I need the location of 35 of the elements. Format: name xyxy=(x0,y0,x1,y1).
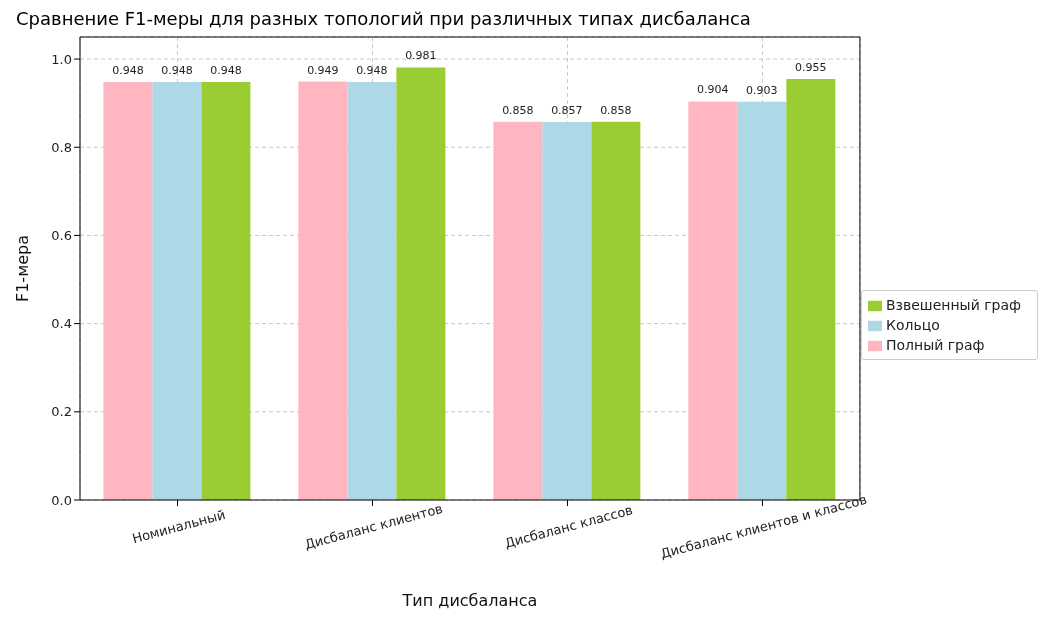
bar xyxy=(542,122,592,500)
bar xyxy=(396,67,446,500)
data-label: 0.981 xyxy=(405,49,437,63)
bar xyxy=(103,81,153,500)
data-label: 0.904 xyxy=(697,83,729,97)
bar xyxy=(688,101,738,500)
bar xyxy=(493,121,543,500)
bar xyxy=(347,81,397,500)
bar xyxy=(298,81,348,500)
bar xyxy=(152,81,202,500)
y-tick-label: 0.0 xyxy=(51,492,72,508)
legend-label: Взвешенный граф xyxy=(885,297,1021,313)
data-label: 0.857 xyxy=(551,104,583,118)
y-tick-label: 0.2 xyxy=(51,404,72,420)
data-label: 0.858 xyxy=(502,103,534,117)
y-axis-title: F1-мера xyxy=(12,234,32,303)
legend-label: Кольцо xyxy=(885,317,940,333)
data-label: 0.948 xyxy=(210,63,242,77)
data-label: 0.948 xyxy=(161,63,193,77)
bar xyxy=(201,81,251,500)
x-axis-title: Тип дисбаланса xyxy=(401,591,538,610)
y-tick-label: 0.4 xyxy=(51,316,72,332)
chart-title: Сравнение F1-меры для разных топологий при различных типах дисбаланса xyxy=(16,8,752,30)
legend-label: Полный граф xyxy=(885,337,985,353)
data-label: 0.948 xyxy=(356,63,388,77)
data-label: 0.903 xyxy=(746,83,778,97)
bar xyxy=(737,101,787,500)
y-tick-label: 0.6 xyxy=(51,228,72,244)
data-label: 0.858 xyxy=(600,103,632,117)
data-label: 0.955 xyxy=(795,60,827,74)
bar xyxy=(591,121,641,500)
data-label: 0.948 xyxy=(112,63,144,77)
data-label: 0.949 xyxy=(307,63,339,77)
y-tick-label: 1.0 xyxy=(51,51,72,67)
y-tick-label: 0.8 xyxy=(51,139,72,155)
